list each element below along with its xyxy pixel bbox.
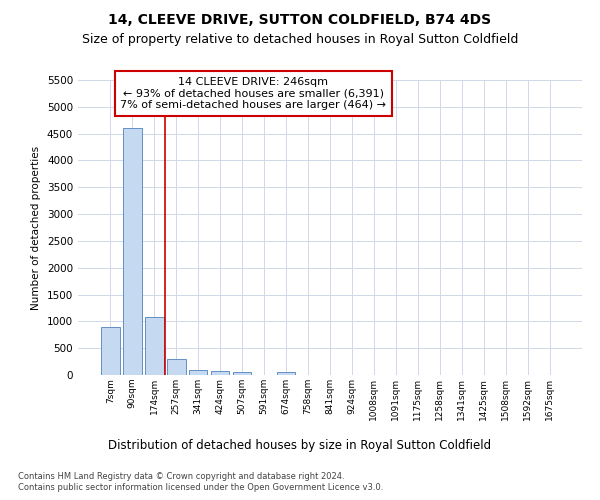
Text: Distribution of detached houses by size in Royal Sutton Coldfield: Distribution of detached houses by size …: [109, 440, 491, 452]
Bar: [189, 370, 208, 375]
Text: Contains public sector information licensed under the Open Government Licence v3: Contains public sector information licen…: [18, 484, 383, 492]
Bar: [233, 372, 251, 375]
Y-axis label: Number of detached properties: Number of detached properties: [31, 146, 41, 310]
Bar: [277, 372, 295, 375]
Bar: [123, 128, 142, 375]
Text: 14 CLEEVE DRIVE: 246sqm
← 93% of detached houses are smaller (6,391)
7% of semi-: 14 CLEEVE DRIVE: 246sqm ← 93% of detache…: [120, 77, 386, 110]
Bar: [211, 371, 229, 375]
Text: Size of property relative to detached houses in Royal Sutton Coldfield: Size of property relative to detached ho…: [82, 32, 518, 46]
Bar: [101, 326, 119, 375]
Bar: [145, 318, 164, 375]
Text: 14, CLEEVE DRIVE, SUTTON COLDFIELD, B74 4DS: 14, CLEEVE DRIVE, SUTTON COLDFIELD, B74 …: [109, 12, 491, 26]
Text: Contains HM Land Registry data © Crown copyright and database right 2024.: Contains HM Land Registry data © Crown c…: [18, 472, 344, 481]
Bar: [167, 359, 185, 375]
